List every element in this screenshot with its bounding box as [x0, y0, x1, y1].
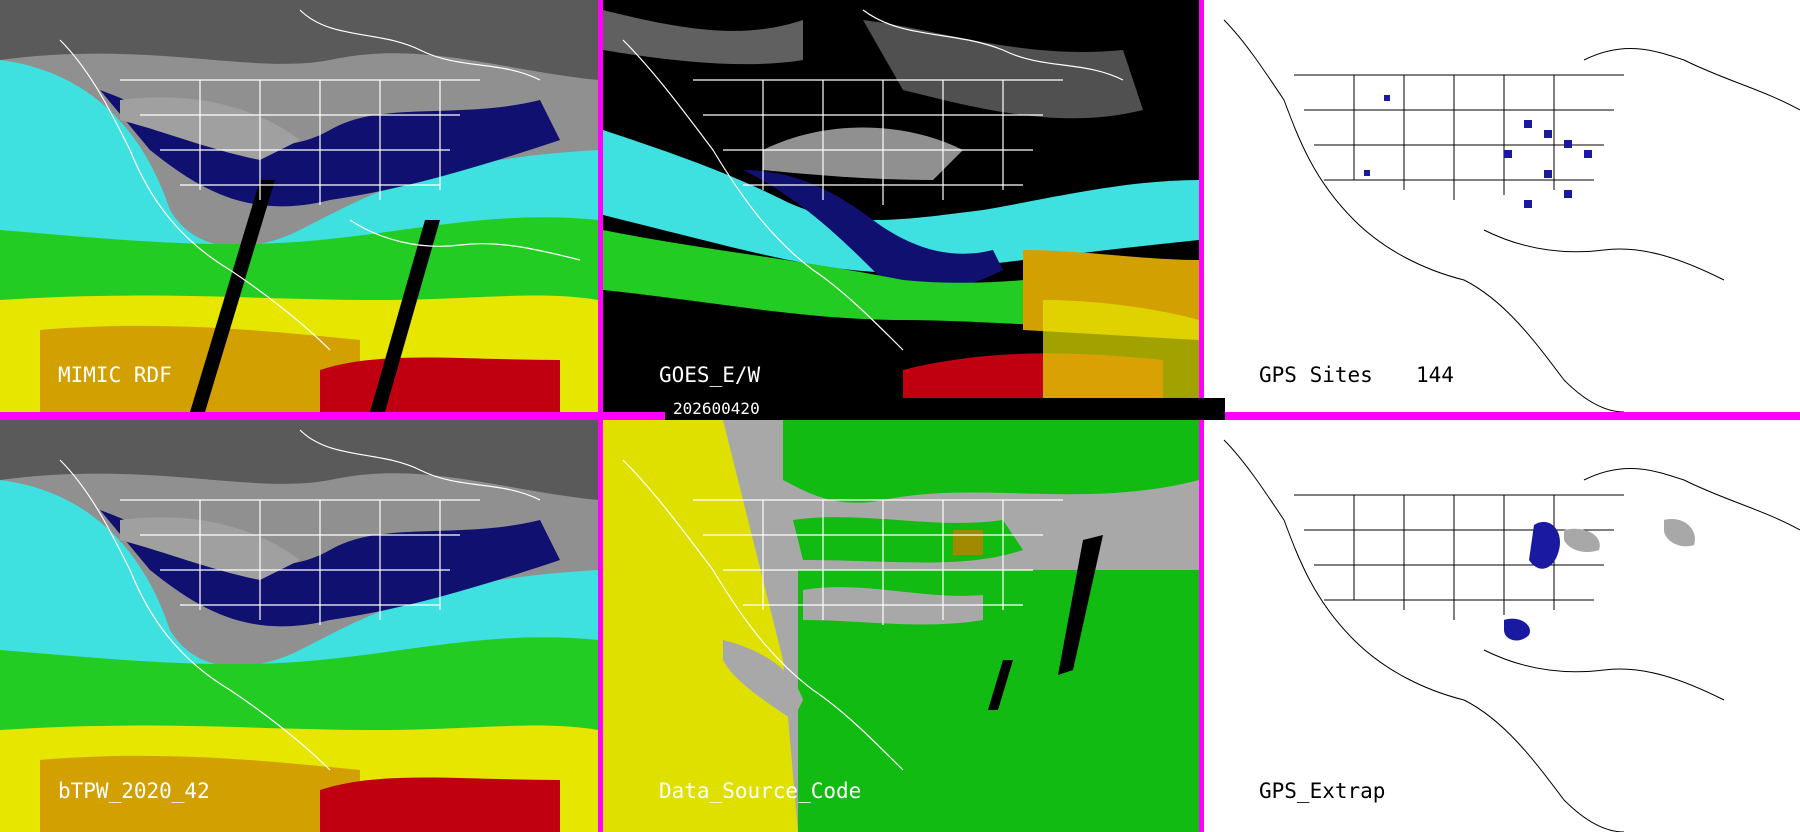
date-text: 202600420: [673, 399, 760, 418]
goes-label: GOES_E/W: [659, 363, 761, 387]
mimic-rdf-panel: MIMIC RDF: [0, 0, 598, 412]
gps-extrap-map: [1204, 420, 1800, 832]
mimic-rdf-label: MIMIC RDF: [58, 363, 172, 387]
gps-extrap-label: GPS_Extrap: [1259, 779, 1386, 803]
dsc-map: [603, 420, 1199, 832]
gps-sites-panel: GPS Sites 144: [1204, 0, 1800, 412]
gps-sites-map: [1204, 0, 1800, 412]
date-bar: 202600420: [665, 398, 1225, 420]
btpw-map: [0, 420, 598, 832]
goes-panel: GOES_E/W: [603, 0, 1199, 412]
gps-sites-count: 144: [1416, 363, 1454, 387]
goes-map: [603, 0, 1199, 412]
dsc-panel: Data_Source_Code: [603, 420, 1199, 832]
btpw-label: bTPW_2020_42: [58, 779, 210, 803]
mimic-rdf-map: [0, 0, 598, 412]
gps-extrap-panel: GPS_Extrap: [1204, 420, 1800, 832]
btpw-panel: bTPW_2020_42: [0, 420, 598, 832]
gps-sites-label: GPS Sites: [1259, 363, 1373, 387]
dsc-label: Data_Source_Code: [659, 779, 862, 803]
